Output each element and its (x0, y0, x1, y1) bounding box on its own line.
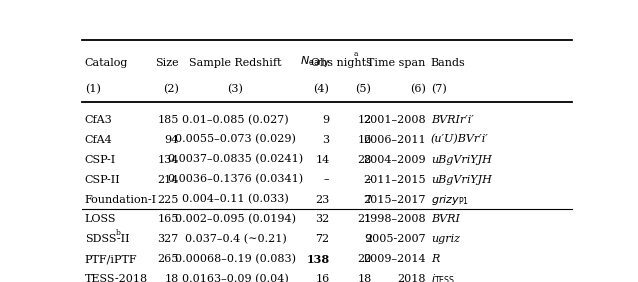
Text: (u′U)BVr′i′: (u′U)BVr′i′ (431, 135, 489, 145)
Text: TESS-2018: TESS-2018 (85, 274, 148, 282)
Text: 20: 20 (357, 254, 371, 265)
Text: Time span: Time span (367, 58, 426, 68)
Text: 23: 23 (315, 195, 329, 204)
Text: 2001–2008: 2001–2008 (363, 114, 426, 125)
Text: 0.0163–0.09 (0.04): 0.0163–0.09 (0.04) (182, 274, 289, 282)
Text: 2011–2015: 2011–2015 (363, 175, 426, 184)
Text: Bands: Bands (431, 58, 466, 68)
Text: 18: 18 (165, 274, 179, 282)
Text: 214: 214 (157, 175, 179, 184)
Text: a: a (353, 50, 358, 58)
Text: Sample Redshift: Sample Redshift (189, 58, 282, 68)
Text: 0.00068–0.19 (0.083): 0.00068–0.19 (0.083) (175, 254, 296, 265)
Text: $N_{\mathrm{early}}$: $N_{\mathrm{early}}$ (300, 55, 329, 71)
Text: 2009–2014: 2009–2014 (363, 254, 426, 265)
Text: 94: 94 (165, 135, 179, 145)
Text: CSP-I: CSP-I (85, 155, 116, 165)
Text: 2004–2009: 2004–2009 (363, 155, 426, 165)
Text: (2): (2) (163, 84, 179, 94)
Text: PTF/iPTF: PTF/iPTF (85, 254, 137, 265)
Text: Obs nights: Obs nights (311, 58, 371, 68)
Text: 0.01–0.085 (0.027): 0.01–0.085 (0.027) (182, 114, 289, 125)
Text: 0.0055–0.073 (0.029): 0.0055–0.073 (0.029) (175, 135, 296, 145)
Text: –: – (324, 175, 329, 184)
Text: 72: 72 (315, 234, 329, 244)
Text: 2005-2007: 2005-2007 (365, 234, 426, 244)
Text: CfA3: CfA3 (85, 114, 112, 125)
Text: 32: 32 (315, 215, 329, 224)
Text: (5): (5) (355, 84, 371, 94)
Text: 28: 28 (357, 155, 371, 165)
Text: 0.0037–0.0835 (0.0241): 0.0037–0.0835 (0.0241) (168, 155, 303, 165)
Text: R: R (431, 254, 439, 265)
Text: (7): (7) (431, 84, 447, 94)
Text: 9: 9 (364, 234, 371, 244)
Text: 14: 14 (315, 155, 329, 165)
Text: 2018: 2018 (397, 274, 426, 282)
Text: 2006–2011: 2006–2011 (363, 135, 426, 145)
Text: (4): (4) (313, 84, 329, 94)
Text: $i_{\mathrm{TESS}}$: $i_{\mathrm{TESS}}$ (431, 272, 455, 282)
Text: 0.004–0.11 (0.033): 0.004–0.11 (0.033) (182, 194, 289, 205)
Text: 225: 225 (157, 195, 179, 204)
Text: $grizy_{\mathrm{P1}}$: $grizy_{\mathrm{P1}}$ (431, 193, 469, 206)
Text: (3): (3) (228, 84, 244, 94)
Text: 18: 18 (357, 274, 371, 282)
Text: –: – (366, 175, 371, 184)
Text: ugriz: ugriz (431, 234, 460, 244)
Text: Foundation-I: Foundation-I (85, 195, 157, 204)
Text: BVRIr′i′: BVRIr′i′ (431, 114, 473, 125)
Text: CSP-II: CSP-II (85, 175, 121, 184)
Text: (6): (6) (410, 84, 426, 94)
Text: 21: 21 (357, 215, 371, 224)
Text: 3: 3 (322, 135, 329, 145)
Text: 0.002–0.095 (0.0194): 0.002–0.095 (0.0194) (175, 214, 296, 225)
Text: 327: 327 (158, 234, 179, 244)
Text: 138: 138 (306, 254, 329, 265)
Text: uBgVriYJH: uBgVriYJH (431, 175, 492, 184)
Text: Catalog: Catalog (85, 58, 128, 68)
Text: 0.0036–0.1376 (0.0341): 0.0036–0.1376 (0.0341) (168, 174, 303, 185)
Text: 265: 265 (157, 254, 179, 265)
Text: CfA4: CfA4 (85, 135, 112, 145)
Text: 12: 12 (357, 114, 371, 125)
Text: 165: 165 (157, 215, 179, 224)
Text: 1998–2008: 1998–2008 (363, 215, 426, 224)
Text: 2015–2017: 2015–2017 (364, 195, 426, 204)
Text: 185: 185 (157, 114, 179, 125)
Text: 16: 16 (357, 135, 371, 145)
Text: 134: 134 (157, 155, 179, 165)
Text: 9: 9 (322, 114, 329, 125)
Text: 0.037–0.4 (∼0.21): 0.037–0.4 (∼0.21) (184, 234, 286, 244)
Text: 7: 7 (364, 195, 371, 204)
Text: b: b (115, 229, 120, 237)
Text: Size: Size (155, 58, 179, 68)
Text: LOSS: LOSS (85, 215, 116, 224)
Text: 16: 16 (315, 274, 329, 282)
Text: (1): (1) (85, 84, 101, 94)
Text: BVRI: BVRI (431, 215, 460, 224)
Text: SDSS-II: SDSS-II (85, 234, 130, 244)
Text: uBgVriYJH: uBgVriYJH (431, 155, 492, 165)
